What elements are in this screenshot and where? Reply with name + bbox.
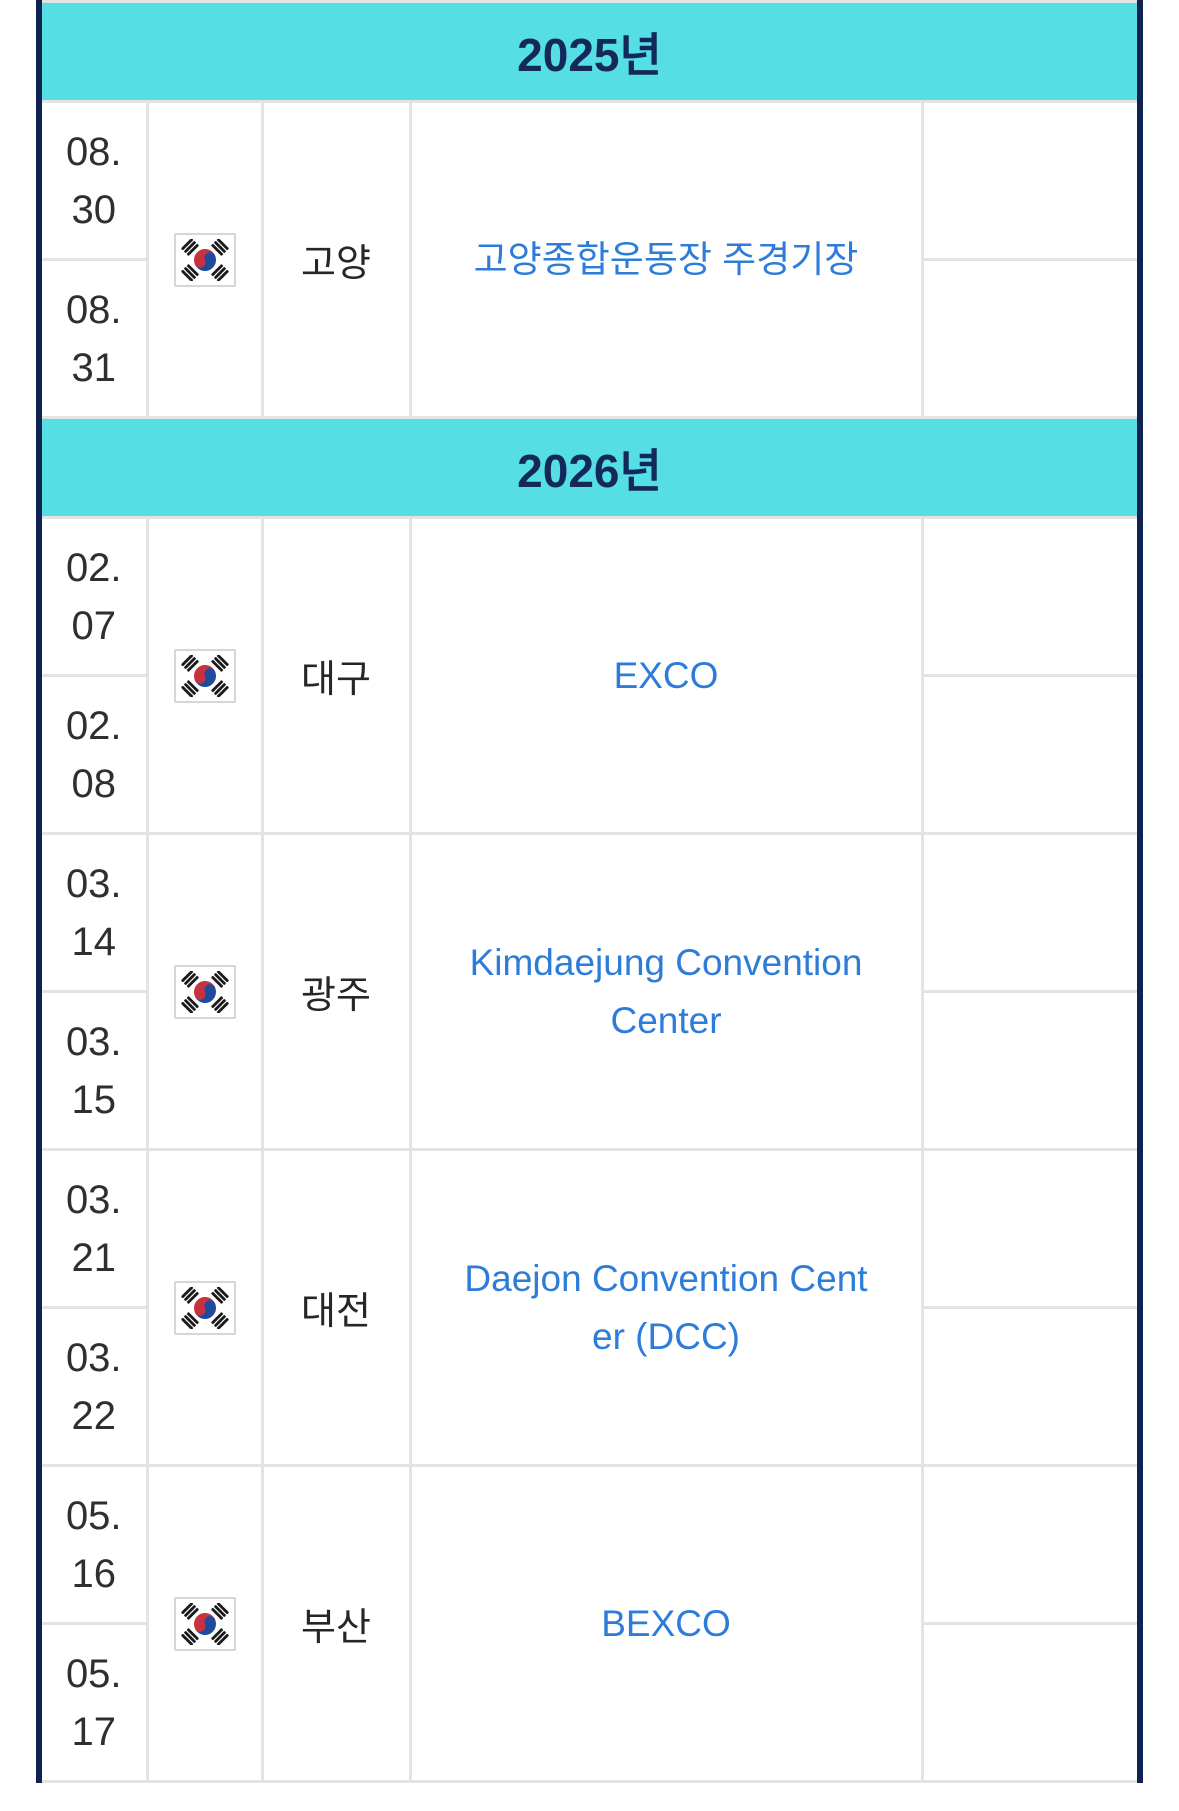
venue-link-daejeon[interactable]: Daejon Convention Center (DCC): [464, 1258, 868, 1357]
event-row-gwangju-day1: 03. 14 광주 Kimdaejung Convention Center: [42, 832, 1138, 1151]
south-korea-flag-icon: [173, 964, 236, 1019]
event-row-daegu-day2: 02. 08: [42, 674, 1138, 835]
event-row-gwangju-day2: 03. 15: [42, 990, 1138, 1151]
empty-cell: [920, 1622, 1138, 1783]
date-cell-0314: 03. 14: [42, 832, 149, 993]
empty-cell: [920, 1306, 1138, 1467]
event-row-busan-day2: 05. 17: [42, 1622, 1138, 1783]
year-header-2026: 2026년: [42, 416, 1138, 519]
empty-cell: [920, 674, 1138, 835]
south-korea-flag-icon: [173, 648, 236, 703]
empty-cell: [920, 516, 1138, 677]
venue-link-daegu[interactable]: EXCO: [613, 654, 719, 696]
empty-cell: [920, 1464, 1138, 1625]
date-cell-0516: 05. 16: [42, 1464, 149, 1625]
event-row-busan-day1: 05. 16 부산 BEXCO: [42, 1464, 1138, 1783]
south-korea-flag-icon: [173, 1596, 236, 1651]
date-cell-0321: 03. 21: [42, 1148, 149, 1309]
date-cell-0315: 03. 15: [42, 990, 149, 1151]
venue-cell-goyang: 고양종합운동장 주경기장: [408, 100, 924, 419]
event-row-daejeon-day1: 03. 21 대전 Daejon Convention Center (DCC): [42, 1148, 1138, 1467]
date-cell-0830: 08. 30: [42, 100, 149, 261]
event-row-goyang-day2: 08. 31: [42, 258, 1138, 419]
city-cell-gwangju: 광주: [260, 832, 412, 1151]
empty-cell: [920, 100, 1138, 261]
flag-cell-daegu: [145, 516, 264, 835]
empty-cell: [920, 1148, 1138, 1309]
event-row-daegu-day1: 02. 07 대구 EXCO: [42, 516, 1138, 835]
date-cell-0322: 03. 22: [42, 1306, 149, 1467]
date-cell-0208: 02. 08: [42, 674, 149, 835]
city-cell-daejeon: 대전: [260, 1148, 412, 1467]
event-row-goyang-day1: 08. 30 고양 고양종합운동장 주경기장: [42, 100, 1138, 419]
flag-cell-gwangju: [145, 832, 264, 1151]
date-cell-0207: 02. 07: [42, 516, 149, 677]
venue-link-gwangju[interactable]: Kimdaejung Convention Center: [469, 942, 863, 1041]
flag-cell-goyang: [145, 100, 264, 419]
venue-link-busan[interactable]: BEXCO: [601, 1602, 731, 1644]
venue-cell-busan: BEXCO: [408, 1464, 924, 1783]
venue-cell-daejeon: Daejon Convention Center (DCC): [408, 1148, 924, 1467]
empty-cell: [920, 258, 1138, 419]
venue-cell-gwangju: Kimdaejung Convention Center: [408, 832, 924, 1151]
venue-cell-daegu: EXCO: [408, 516, 924, 835]
year-header-row-2026: 2026년: [42, 416, 1138, 519]
south-korea-flag-icon: [173, 232, 236, 287]
city-cell-daegu: 대구: [260, 516, 412, 835]
flag-cell-busan: [145, 1464, 264, 1783]
year-header-2025: 2025년: [42, 0, 1138, 103]
empty-cell: [920, 990, 1138, 1151]
tour-schedule-table: 2025년 08. 30 고양 고양종합운동장 주경기장: [42, 0, 1138, 1783]
venue-link-goyang[interactable]: 고양종합운동장 주경기장: [473, 238, 859, 280]
empty-cell: [920, 832, 1138, 993]
flag-cell-daejeon: [145, 1148, 264, 1467]
date-cell-0831: 08. 31: [42, 258, 149, 419]
south-korea-flag-icon: [173, 1280, 236, 1335]
city-cell-goyang: 고양: [260, 100, 412, 419]
year-header-row-2025: 2025년: [42, 0, 1138, 103]
event-row-daejeon-day2: 03. 22: [42, 1306, 1138, 1467]
city-cell-busan: 부산: [260, 1464, 412, 1783]
date-cell-0517: 05. 17: [42, 1622, 149, 1783]
schedule-table-frame: 2025년 08. 30 고양 고양종합운동장 주경기장: [36, 0, 1143, 1783]
